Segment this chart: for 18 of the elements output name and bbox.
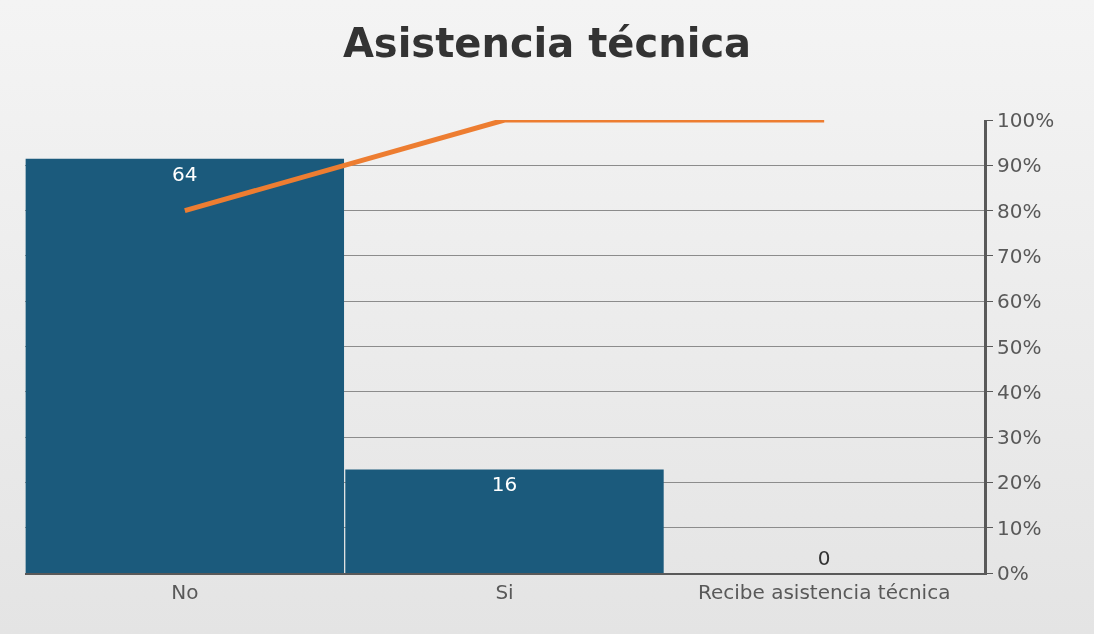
- chart-title: Asistencia técnica: [342, 19, 752, 66]
- y2-tick-label: 90%: [997, 153, 1042, 178]
- data-label: 0: [817, 546, 831, 570]
- y2-tick-label: 60%: [997, 289, 1042, 314]
- x-tick-label: Si: [495, 580, 514, 604]
- data-label: 64: [172, 161, 198, 186]
- y2-tick-label: 50%: [997, 334, 1042, 359]
- y2-tick-label: 80%: [997, 198, 1042, 223]
- x-tick-label: Recibe asistencia técnica: [697, 580, 951, 604]
- y2-tick-label: 70%: [997, 243, 1042, 268]
- x-tick-label: No: [171, 580, 199, 604]
- data-label: 16: [491, 472, 518, 497]
- y2-tick-label: 0%: [997, 561, 1029, 585]
- y2-tick-label: 10%: [997, 515, 1042, 540]
- y2-tick-label: 100%: [997, 108, 1055, 132]
- y2-tick-label: 40%: [997, 379, 1042, 404]
- y2-tick-label: 30%: [997, 425, 1042, 450]
- y2-tick-label: 20%: [997, 470, 1042, 495]
